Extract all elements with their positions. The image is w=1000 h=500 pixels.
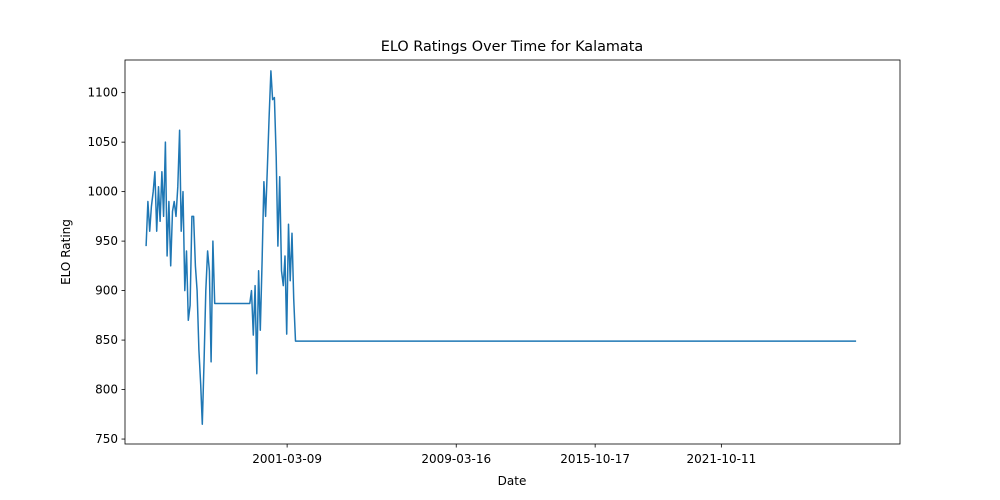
x-tick-label: 2001-03-09 (252, 452, 322, 466)
y-tick-label: 800 (95, 383, 118, 397)
plot-frame (124, 59, 901, 445)
y-axis-label: ELO Rating (59, 219, 73, 285)
series-line (145, 70, 857, 425)
y-tick-label: 950 (95, 234, 118, 248)
y-tick-label: 900 (95, 284, 118, 298)
y-tick-label: 750 (95, 432, 118, 446)
x-tick-label: 2021-10-11 (686, 452, 756, 466)
x-tick-label: 2015-10-17 (560, 452, 630, 466)
x-tick-label: 2009-03-16 (421, 452, 491, 466)
y-tick-label: 1000 (87, 185, 118, 199)
x-axis: 2001-03-09 2009-03-16 2015-10-17 2021-10-11 (252, 444, 756, 466)
y-tick-label: 850 (95, 333, 118, 347)
chart-title: ELO Ratings Over Time for Kalamata (381, 39, 643, 55)
y-axis: 750 800 850 900 950 1000 1050 1100 (87, 86, 125, 446)
x-axis-label: Date (498, 474, 527, 488)
y-tick-label: 1050 (87, 135, 118, 149)
y-tick-label: 1100 (87, 86, 118, 100)
plot-area (145, 70, 857, 425)
